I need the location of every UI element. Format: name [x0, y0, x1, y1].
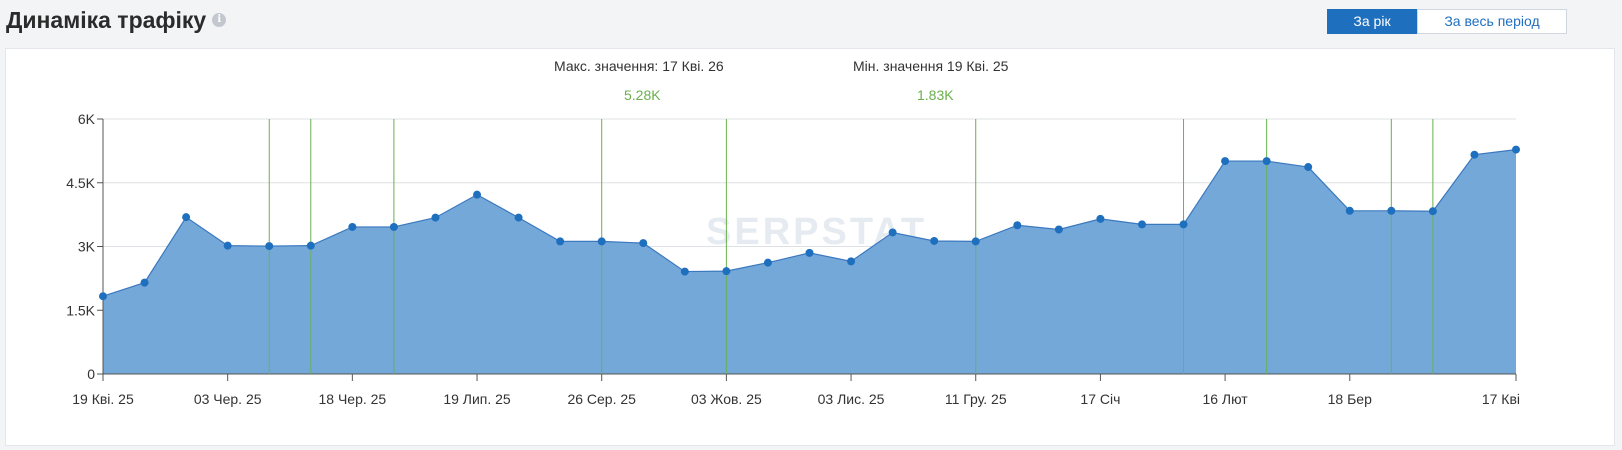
- data-point[interactable]: [597, 237, 606, 246]
- data-point[interactable]: [971, 237, 980, 246]
- data-point[interactable]: [1428, 207, 1437, 216]
- data-point[interactable]: [431, 213, 440, 222]
- data-point[interactable]: [847, 257, 856, 266]
- info-icon[interactable]: i: [212, 12, 227, 27]
- y-tick-label: 1.5K: [66, 302, 95, 318]
- data-point[interactable]: [389, 222, 398, 231]
- y-tick-label: 3K: [78, 239, 96, 255]
- data-point[interactable]: [1221, 157, 1230, 166]
- data-point[interactable]: [805, 248, 814, 257]
- data-point[interactable]: [1013, 221, 1022, 230]
- data-point[interactable]: [1512, 145, 1520, 154]
- data-point[interactable]: [306, 241, 315, 250]
- min-value: 1.83K: [917, 87, 954, 103]
- data-point[interactable]: [1387, 206, 1396, 215]
- x-tick-label: 18 Бер: [1328, 391, 1372, 407]
- data-point[interactable]: [556, 237, 565, 246]
- data-point[interactable]: [1096, 214, 1105, 223]
- data-point[interactable]: [348, 222, 357, 231]
- y-tick-label: 6K: [78, 111, 96, 127]
- x-tick-label: 19 Лип. 25: [443, 391, 511, 407]
- x-tick-label: 19 Кві. 25: [72, 391, 134, 407]
- max-value: 5.28K: [624, 87, 661, 103]
- x-tick-label: 17 Кві: [1482, 391, 1520, 407]
- data-point[interactable]: [514, 213, 523, 222]
- traffic-area: [103, 149, 1516, 374]
- x-tick-label: 11 Гру. 25: [945, 391, 1007, 407]
- data-point[interactable]: [265, 242, 274, 251]
- x-tick-label: 18 Чер. 25: [318, 391, 386, 407]
- data-point[interactable]: [223, 241, 232, 250]
- data-point[interactable]: [99, 292, 107, 301]
- data-point[interactable]: [1054, 225, 1063, 234]
- data-point[interactable]: [1345, 206, 1354, 215]
- data-point[interactable]: [140, 278, 149, 287]
- all-time-toggle-button[interactable]: За весь період: [1417, 9, 1567, 34]
- x-tick-label: 26 Сер. 25: [567, 391, 636, 407]
- period-toggle: За рік За весь період: [1327, 9, 1567, 34]
- data-point[interactable]: [1137, 220, 1146, 229]
- data-point[interactable]: [473, 190, 482, 199]
- x-tick-label: 03 Жов. 25: [691, 391, 762, 407]
- page-title: Динаміка трафіку i: [6, 7, 227, 34]
- y-tick-label: 0: [87, 366, 95, 382]
- x-tick-label: 03 Лис. 25: [818, 391, 885, 407]
- x-tick-label: 17 Січ: [1080, 391, 1120, 407]
- page-title-text: Динаміка трафіку: [6, 7, 207, 33]
- x-tick-label: 16 Лют: [1202, 391, 1248, 407]
- data-point[interactable]: [182, 213, 191, 222]
- data-point[interactable]: [722, 267, 731, 276]
- max-value-label: Макс. значення: 17 Кві. 26: [554, 58, 724, 74]
- data-point[interactable]: [1179, 220, 1188, 229]
- data-point[interactable]: [888, 228, 897, 237]
- data-point[interactable]: [1304, 163, 1313, 172]
- data-point[interactable]: [1262, 157, 1271, 166]
- data-point[interactable]: [930, 236, 939, 245]
- y-tick-label: 4.5K: [66, 175, 95, 191]
- year-toggle-button[interactable]: За рік: [1327, 9, 1417, 34]
- data-point[interactable]: [763, 258, 772, 267]
- min-value-label: Мін. значення 19 Кві. 25: [853, 58, 1009, 74]
- x-tick-label: 03 Чер. 25: [194, 391, 262, 407]
- chart-card: SERPSTAT 0 1.5K 3K 4.5K 6K 19 Кві. 25 03 Чер.…: [5, 48, 1615, 446]
- data-point[interactable]: [680, 267, 689, 276]
- data-point[interactable]: [1470, 150, 1479, 159]
- header: Динаміка трафіку i За рік За весь період: [0, 0, 1622, 46]
- data-point[interactable]: [639, 239, 648, 248]
